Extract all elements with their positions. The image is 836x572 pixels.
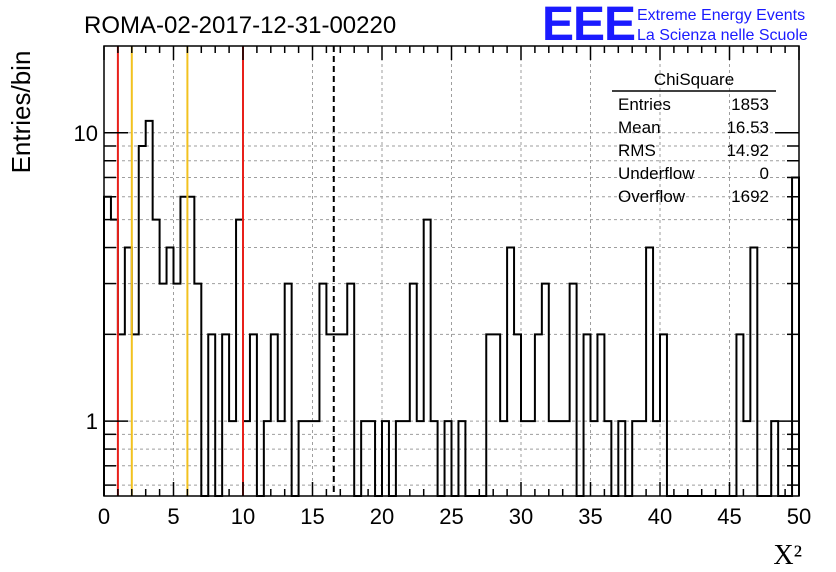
y-axis-ticks: 1 10 [74, 121, 799, 486]
run-title: ROMA-02-2017-12-31-00220 [84, 12, 396, 39]
stats-row-label: Mean [618, 118, 661, 137]
grid-layer [104, 46, 799, 496]
x-tick-label: 25 [439, 504, 463, 529]
stats-row-label: Underflow [618, 164, 695, 183]
org-name: Extreme Energy Events [637, 7, 805, 24]
x-tick-label: 50 [787, 504, 811, 529]
stats-rows: Entries 1853 Mean 16.53 RMS 14.92 Underflow 0 Ov… [618, 95, 769, 206]
x-axis-ticks: 0 5 10 15 20 25 30 35 40 45 50 [98, 46, 811, 529]
x-tick-label: 30 [509, 504, 533, 529]
stats-row-value: 0 [760, 164, 769, 183]
x-tick-label: 5 [167, 504, 179, 529]
x-tick-label: 40 [648, 504, 672, 529]
eee-logo: EEE [542, 0, 635, 51]
x-tick-label: 45 [717, 504, 741, 529]
stats-row-value: 1692 [731, 187, 769, 206]
stats-row-label: Entries [618, 95, 671, 114]
stats-row-value: 14.92 [726, 141, 769, 160]
y-tick-label: 10 [74, 121, 98, 146]
x-tick-label: 35 [578, 504, 602, 529]
stats-box: ChiSquare Entries 1853 Mean 16.53 RMS 14.92 Un… [612, 70, 776, 206]
histogram-layer [103, 119, 800, 497]
stats-row-label: Overflow [618, 187, 686, 206]
stats-row-value: 1853 [731, 95, 769, 114]
histogram-outline [103, 119, 800, 497]
stats-title: ChiSquare [654, 70, 734, 89]
y-tick-label: 1 [86, 409, 98, 434]
y-axis-label: Entries/bin [6, 51, 36, 174]
stats-row-label: RMS [618, 141, 656, 160]
x-tick-label: 10 [231, 504, 255, 529]
x-tick-label: 15 [300, 504, 324, 529]
marker-lines-layer [116, 46, 335, 496]
x-axis-label: X² [773, 540, 802, 571]
org-tagline: La Scienza nelle Scuole [637, 27, 808, 44]
x-tick-label: 0 [98, 504, 110, 529]
stats-row-value: 16.53 [726, 118, 769, 137]
x-tick-label: 20 [370, 504, 394, 529]
